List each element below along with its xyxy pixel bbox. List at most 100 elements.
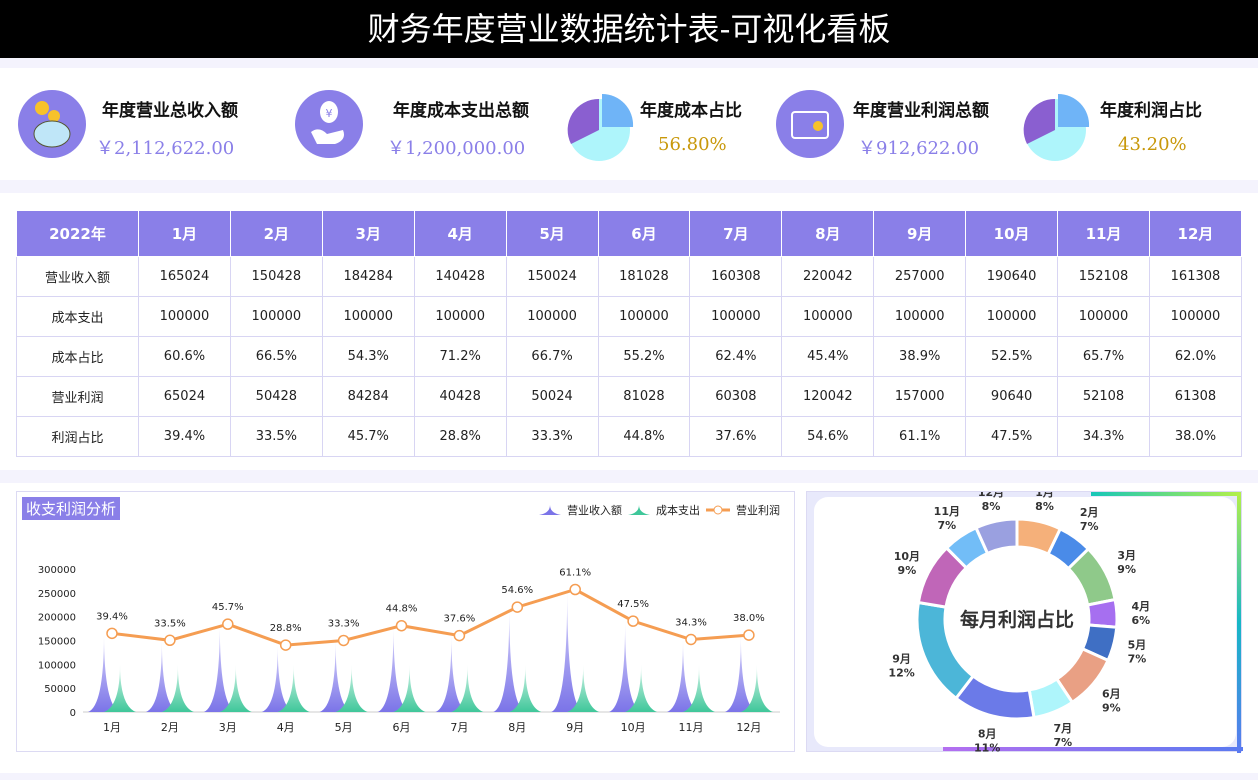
- slice-label: 10月: [894, 550, 920, 563]
- kpi-panel: 年度营业总收入额 ￥2,112,622.00 ¥ 年度成本支出总额 ￥1,200…: [0, 68, 1258, 180]
- revenue-spike: [667, 639, 699, 712]
- table-cell: 成本支出: [16, 296, 139, 337]
- table-cell: 190640: [965, 256, 1059, 297]
- kpi-total-profit: 年度营业利润总额 ￥912,622.00: [776, 68, 1016, 180]
- slice-label: 4月: [1131, 600, 1150, 613]
- table-cell: 100000: [505, 296, 599, 337]
- x-tick-label: 9月: [566, 721, 584, 734]
- column-header: 12月: [1148, 210, 1243, 257]
- revenue-spike: [203, 624, 236, 712]
- table-cell: 184284: [321, 256, 415, 297]
- slice-label: 7月: [1053, 722, 1072, 735]
- column-header: 2月: [229, 210, 323, 257]
- profit-point: [453, 629, 466, 642]
- table-cell: 66.5%: [229, 336, 323, 377]
- profit-point: [106, 627, 118, 640]
- profit-point: [164, 634, 176, 647]
- data-label: 34.3%: [675, 617, 707, 628]
- table-cell: 220042: [781, 256, 875, 297]
- profit-point: [279, 639, 292, 651]
- table-cell: 100000: [138, 296, 231, 337]
- table-cell: 成本占比: [16, 336, 139, 377]
- table-cell: 165024: [138, 256, 231, 297]
- revenue-spike: [609, 621, 642, 712]
- cost-spike: [740, 664, 773, 712]
- slice-percent: 7%: [1053, 736, 1072, 749]
- table-cell: 利润占比: [16, 416, 139, 457]
- column-header: 4月: [413, 210, 507, 257]
- cost-spike: [104, 664, 136, 712]
- table-cell: 100000: [321, 296, 415, 337]
- profit-point: [685, 633, 697, 646]
- table-panel: 2022年 1月 2月 3月 4月 5月 6月 7月 8月 9月 10月 11月 12月 营业收入额 165…: [0, 193, 1258, 470]
- x-tick-label: 4月: [277, 721, 295, 734]
- data-label: 37.6%: [444, 614, 476, 625]
- table-cell: 160308: [689, 256, 783, 297]
- x-tick-label: 7月: [450, 721, 468, 734]
- data-label: 44.8%: [386, 604, 418, 615]
- cost-spike: [683, 664, 715, 712]
- table-cell: 营业利润: [16, 376, 139, 417]
- x-tick-label: 12月: [736, 721, 761, 734]
- slice-percent: 6%: [1131, 614, 1150, 627]
- cost-spike: [451, 664, 484, 712]
- profit-point: [395, 619, 408, 632]
- cost-spike: [625, 664, 658, 712]
- kpi-total-cost: ¥ 年度成本支出总额 ￥1,200,000.00: [290, 68, 550, 180]
- y-tick-label: 300000: [38, 565, 76, 576]
- slice-percent: 9%: [1102, 701, 1121, 714]
- table-cell: 54.3%: [321, 336, 415, 377]
- slice-label: 8月: [978, 727, 997, 740]
- y-tick-label: 0: [70, 708, 76, 719]
- table-cell: 60308: [689, 376, 783, 417]
- slice-percent: 9%: [898, 564, 917, 577]
- pie-icon: [1023, 94, 1090, 161]
- kpi-profit-ratio: 年度利润占比 43.20%: [1022, 68, 1242, 180]
- y-tick-label: 150000: [38, 637, 76, 648]
- cost-spike: [393, 664, 426, 712]
- table-header-row: 2022年 1月 2月 3月 4月 5月 6月 7月 8月 9月 10月 11月 12月: [16, 210, 1243, 257]
- slice-percent: 8%: [1035, 500, 1054, 513]
- cost-spike: [509, 664, 542, 712]
- table-cell: 33.5%: [229, 416, 323, 457]
- table-cell: 营业收入额: [16, 256, 139, 297]
- data-label: 45.7%: [212, 602, 244, 613]
- data-label: 61.1%: [559, 567, 591, 578]
- y-tick-label: 50000: [44, 684, 76, 695]
- table-cell: 52108: [1057, 376, 1150, 417]
- slice-percent: 12%: [888, 666, 914, 679]
- data-label: 47.5%: [617, 599, 649, 610]
- table-cell: 38.0%: [1148, 416, 1243, 457]
- slice-percent: 7%: [1128, 652, 1147, 665]
- slice-percent: 11%: [974, 741, 1000, 753]
- profit-point: [627, 615, 639, 627]
- table-cell: 181028: [597, 256, 691, 297]
- table-cell: 60.6%: [138, 336, 231, 377]
- slice-label: 3月: [1117, 549, 1136, 562]
- column-header: 11月: [1057, 210, 1150, 257]
- data-label: 28.8%: [270, 623, 302, 634]
- revenue-spike: [377, 625, 410, 712]
- legend-line-icon: [706, 505, 730, 515]
- slice-percent: 7%: [1080, 520, 1099, 533]
- revenue-spike: [493, 607, 526, 712]
- profit-line: [111, 587, 750, 647]
- table-cell: 90640: [965, 376, 1059, 417]
- donut-plot: 1月8% 2月7%3月9%4月6%5月7%6月9%7月7%8月11%9月12%10…: [888, 492, 1150, 753]
- table-cell: 150428: [229, 256, 323, 297]
- table-cell: 45.4%: [781, 336, 875, 377]
- y-tick-label: 250000: [38, 589, 76, 600]
- cost-spike: [219, 664, 252, 712]
- profit-point: [569, 583, 581, 596]
- donut-slice: [974, 517, 1019, 556]
- data-label: 33.5%: [154, 618, 186, 629]
- legend-spike-icon: [628, 505, 650, 515]
- wallet-icon: [776, 90, 844, 158]
- data-label: 33.3%: [328, 618, 360, 629]
- table-cell: 50428: [229, 376, 323, 417]
- x-tick-label: 3月: [219, 721, 237, 734]
- column-header: 6月: [597, 210, 691, 257]
- piggy-bank-icon: [18, 90, 86, 158]
- table-cell: 33.3%: [505, 416, 599, 457]
- table-cell: 34.3%: [1057, 416, 1150, 457]
